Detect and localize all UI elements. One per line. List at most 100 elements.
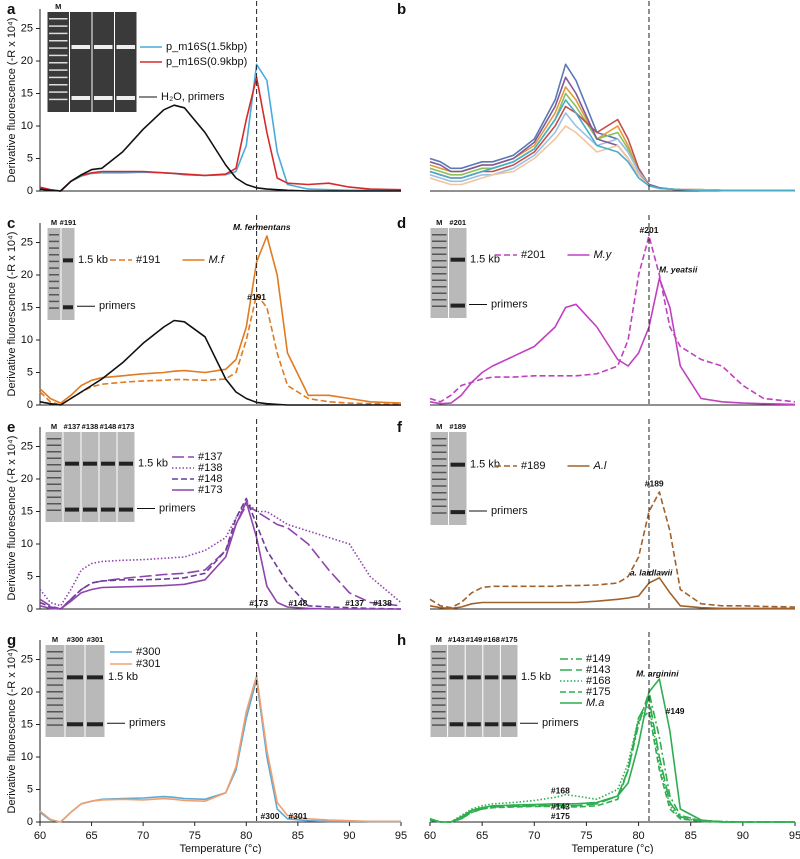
ladder-band: [432, 451, 447, 453]
primer-band: [65, 507, 79, 512]
annotation: #138: [373, 598, 392, 608]
gel-band: [502, 675, 516, 680]
annotation: #137: [345, 598, 364, 608]
ladder-band: [432, 657, 446, 660]
gel-band: [94, 45, 113, 49]
ladder-band: [432, 240, 447, 242]
panel-letter: e: [7, 419, 15, 436]
x-tick-label: 85: [292, 830, 304, 842]
line-series: [39, 319, 401, 406]
x-tick-label: 80: [240, 830, 252, 842]
lane-label: #301: [87, 635, 104, 644]
ladder-band: [49, 294, 59, 296]
ladder-band: [432, 697, 446, 700]
ladder-band: [47, 671, 63, 673]
ladder-band: [49, 98, 68, 101]
lane-label: M: [436, 218, 442, 227]
x-axis-label: Temperature (°c): [571, 843, 653, 854]
ladder-band: [47, 451, 61, 453]
annotation: #143: [551, 801, 570, 811]
line-series: [429, 99, 795, 192]
gel-band: [71, 45, 90, 49]
gel-lane: [449, 228, 467, 318]
ladder-band: [432, 492, 447, 494]
ladder-band: [47, 503, 61, 505]
annotation: #301: [288, 811, 307, 821]
annotation: #189: [645, 478, 664, 488]
gel-primer-label: H₂O, primers: [161, 91, 225, 103]
panel-letter: a: [7, 1, 16, 18]
line-series: [429, 704, 795, 823]
ladder-band: [47, 664, 63, 666]
gel-lane: [117, 432, 135, 522]
gel-band: [83, 461, 97, 466]
y-axis-label: Derivative fluorescence (-R x 10⁴): [6, 436, 18, 601]
ladder-band: [47, 677, 63, 680]
lane-label: #175: [501, 635, 518, 644]
lane-label: M: [436, 422, 442, 431]
annotation: a. laidlawii: [630, 568, 673, 578]
line-series: [39, 501, 401, 610]
y-tick-label: 5: [27, 152, 33, 164]
lane-label: M: [55, 2, 61, 11]
ladder-band: [47, 657, 63, 660]
line-series: [429, 491, 796, 609]
ladder-band: [432, 691, 446, 693]
annotation: #175: [551, 811, 570, 821]
gel-lane: [63, 432, 81, 522]
gel-band: [449, 675, 464, 680]
y-tick-label: 20: [21, 473, 33, 485]
legend-label: #149: [586, 653, 610, 665]
gel-lane: [99, 432, 117, 522]
ladder-band: [432, 677, 446, 680]
legend-label: #138: [198, 462, 222, 474]
ladder-band: [47, 490, 61, 492]
legend-label: #168: [586, 675, 610, 687]
gel-band: [119, 461, 133, 466]
y-tick-label: 10: [21, 334, 33, 346]
ladder-band: [432, 465, 447, 467]
y-tick-label: 0: [27, 816, 33, 828]
ladder-band: [432, 498, 447, 501]
ladder-band: [47, 697, 63, 700]
y-tick-label: 0: [27, 603, 33, 615]
primer-band: [71, 96, 90, 100]
lane-label: #201: [449, 218, 466, 227]
y-tick-label: 15: [21, 87, 33, 99]
panel-letter: d: [397, 215, 406, 232]
ladder-band: [47, 457, 61, 459]
legend-label: #189: [521, 460, 545, 472]
ladder-band: [47, 684, 63, 686]
ladder-band: [432, 704, 446, 706]
ladder-band: [432, 292, 447, 294]
x-tick-label: 95: [789, 830, 800, 842]
annotation: M. fermentans: [233, 222, 291, 232]
ladder-band: [432, 664, 446, 666]
ladder-band: [49, 47, 68, 49]
legend-label: M.f: [208, 254, 224, 266]
y-tick-label: 5: [27, 570, 33, 582]
gel-band: [467, 675, 481, 680]
gel-lane: [500, 645, 518, 737]
y-tick-label: 0: [27, 185, 33, 197]
ladder-band: [47, 691, 63, 693]
lane-label: M: [51, 422, 57, 431]
x-tick-label: 65: [85, 830, 97, 842]
x-tick-label: 90: [343, 830, 355, 842]
y-tick-label: 15: [21, 301, 33, 313]
ladder-band: [432, 671, 446, 673]
primer-band: [83, 507, 97, 512]
ladder-band: [432, 471, 447, 474]
legend-label: #143: [586, 664, 610, 676]
ladder-band: [47, 704, 63, 706]
gel-size-label: 1.5 kb: [521, 671, 551, 683]
lane-label: #143: [448, 635, 465, 644]
legend-label: #201: [521, 249, 545, 261]
annotation: M. yeatsii: [659, 265, 698, 275]
panel-letter: f: [397, 419, 403, 436]
panel: f #189 a. laidlawii M #189 1.5 kb primers #189 A…: [397, 419, 796, 610]
ladder-band: [432, 444, 447, 447]
